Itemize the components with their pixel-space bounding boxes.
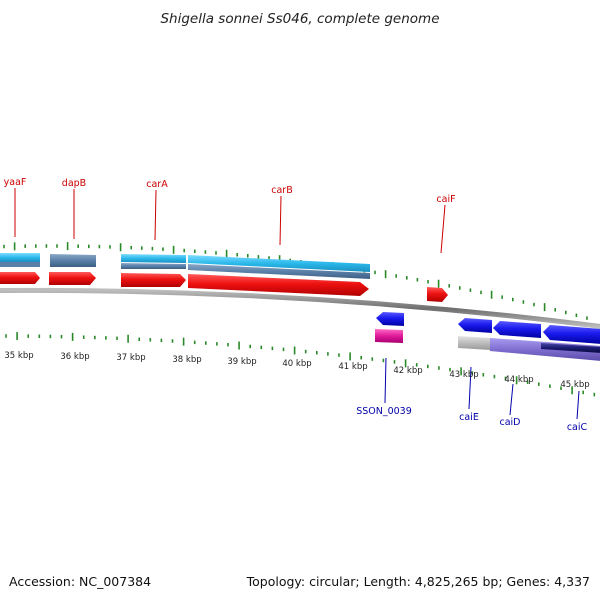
gene-label-yaaF: yaaF — [4, 177, 27, 188]
scale-label: 37 kbp — [116, 353, 145, 363]
misc-bar-purple — [490, 338, 600, 361]
scale-label: 36 kbp — [60, 352, 89, 362]
cds-arrow-caiF — [427, 287, 448, 302]
label-leader — [384, 357, 387, 404]
scale-ticks — [3, 242, 596, 397]
scale-label: 42 kbp — [393, 366, 422, 376]
scale-label: 38 kbp — [172, 355, 201, 365]
misc-feature-track — [375, 329, 600, 361]
gene-label-carA: carA — [146, 179, 168, 190]
cds-arrow-carB — [188, 274, 369, 296]
gene-label-dapB: dapB — [62, 178, 86, 189]
scale-label: 39 kbp — [227, 357, 256, 367]
cds-arrow-dapB — [49, 272, 96, 285]
gene-bar-lightblue — [0, 262, 40, 267]
gene-label-caiC: caiC — [567, 422, 588, 433]
misc-bar-gray — [458, 336, 490, 350]
genome-summary-text: Topology: circular; Length: 4,825,265 bp… — [246, 574, 590, 589]
misc-bar-navy — [541, 343, 600, 353]
label-leader — [154, 189, 157, 241]
cds-forward-track — [0, 272, 448, 302]
gene-label-carB: carB — [271, 185, 292, 196]
scale-label: 43 kbp — [449, 370, 478, 380]
cds-arrow-yaaF — [0, 272, 40, 284]
cds-arrow-carA — [121, 273, 186, 287]
label-leader — [468, 366, 472, 410]
gene-label-caiF: caiF — [436, 194, 455, 205]
gene-bar-steel — [121, 263, 186, 269]
label-leader — [576, 390, 580, 420]
gene-labels-top: yaaF dapB carA carB caiF — [4, 177, 456, 254]
label-leader — [279, 195, 282, 246]
gene-labels-bottom: SSON_0039 caiE caiD caiC — [356, 357, 588, 433]
cds-arrow-SSON_0039 — [376, 312, 404, 326]
label-leader — [509, 383, 514, 416]
misc-bar-magenta — [375, 329, 403, 343]
map-title: Shigella sonnei Ss046, complete genome — [160, 11, 439, 27]
scale-label: 40 kbp — [282, 359, 311, 369]
scale-label: 41 kbp — [338, 362, 367, 372]
scale-label: 44 kbp — [504, 375, 533, 385]
gene-label-caiE: caiE — [459, 412, 479, 423]
cds-arrow-caiD — [493, 321, 541, 338]
gene-bar-lightblue — [121, 254, 186, 263]
gene-bar-lightblue — [188, 255, 370, 272]
cds-reverse-track — [376, 312, 600, 344]
scale-label: 35 kbp — [4, 351, 33, 361]
gene-label-caiD: caiD — [500, 417, 521, 428]
gene-bar-steel — [188, 264, 370, 279]
scale-label: 45 kbp — [560, 380, 589, 390]
gene-bar-steel — [50, 254, 96, 267]
gene-label-SSON_0039: SSON_0039 — [356, 406, 412, 417]
accession-text: Accession: NC_007384 — [9, 574, 151, 589]
label-leader — [440, 204, 446, 254]
genome-backbone — [0, 287, 600, 329]
cds-arrow-caiC — [543, 325, 600, 344]
gene-track-upper — [0, 253, 370, 279]
cds-arrow-caiE — [458, 318, 492, 333]
scale-labels: 35 kbp 36 kbp 37 kbp 38 kbp 39 kbp 40 kb… — [4, 351, 589, 390]
gene-bar-lightblue — [0, 253, 40, 262]
